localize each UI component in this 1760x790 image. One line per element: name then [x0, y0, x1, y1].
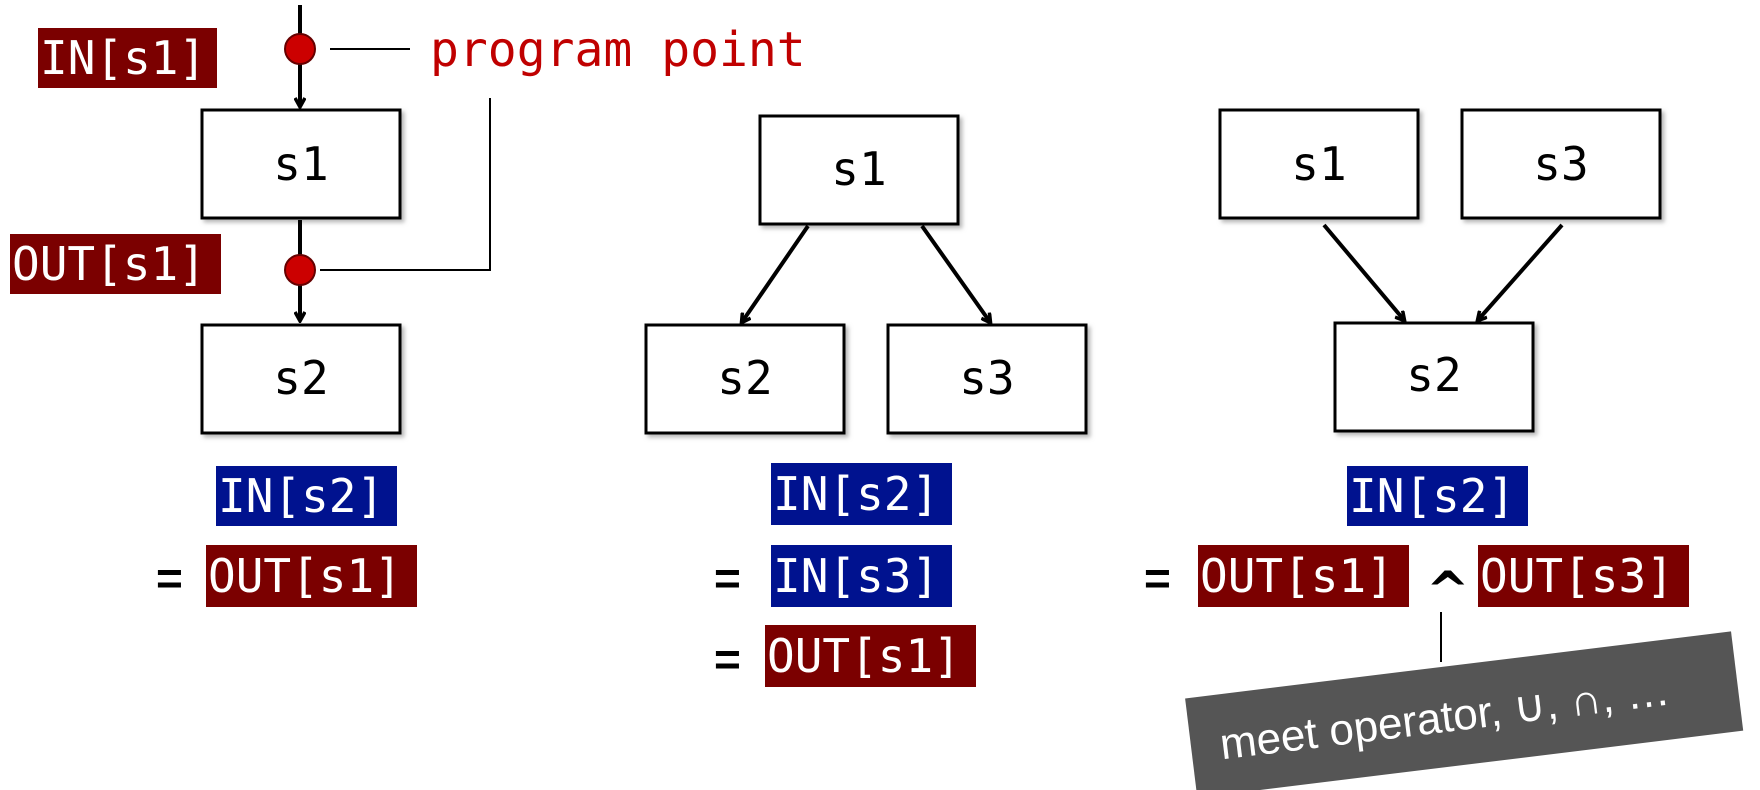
node-s2	[200, 323, 402, 435]
diagram-branch: s1 s2 s3 IN[s2] = IN[s3] = OUT[s1]	[644, 114, 1088, 687]
node-s1-branch-label: s1	[831, 142, 886, 196]
out-s1-label: OUT[s1]	[10, 234, 221, 294]
eq3-rhs-b: OUT[s3]	[1478, 545, 1689, 607]
svg-text:IN[s2]: IN[s2]	[218, 469, 384, 523]
node-s3-merge	[1460, 108, 1662, 220]
program-point-dot-1	[284, 33, 316, 65]
svg-text:IN[s3]: IN[s3]	[773, 549, 939, 603]
svg-text:IN[s2]: IN[s2]	[1349, 469, 1515, 523]
node-s2-label: s2	[273, 351, 328, 405]
svg-text:OUT[s1]: OUT[s1]	[208, 549, 402, 603]
edge-s1-s2-branch	[742, 224, 810, 322]
eq2-lhs: IN[s2]	[771, 463, 952, 525]
svg-text:OUT[s1]: OUT[s1]	[1200, 549, 1394, 603]
eq3-rhs-a: OUT[s1]	[1198, 545, 1409, 607]
eq1-sign: =	[156, 552, 183, 604]
node-s1	[200, 108, 402, 220]
edge-s3-s2-merge	[1478, 223, 1564, 320]
node-s3-merge-label: s3	[1533, 137, 1588, 191]
node-s1-merge	[1218, 108, 1420, 220]
meet-note-box: meet operator, ∪, ∩, …	[1185, 631, 1744, 790]
program-point-label: program point	[430, 22, 806, 78]
edge-s1-s2-merge	[1322, 223, 1404, 320]
in-s1-label: IN[s1]	[38, 28, 217, 88]
svg-text:IN[s1]: IN[s1]	[40, 31, 206, 85]
svg-text:OUT[s1]: OUT[s1]	[12, 237, 206, 291]
diagram-sequential: program point IN[s1] s1 OUT[s1] s2 IN[s2…	[10, 5, 806, 607]
meet-symbol: ^	[1426, 561, 1470, 621]
node-s1-label: s1	[273, 137, 328, 191]
eq2-rhs2: OUT[s1]	[765, 625, 976, 687]
eq2-sign1: =	[714, 552, 741, 604]
node-s2-merge	[1333, 321, 1535, 433]
eq3-lhs: IN[s2]	[1347, 466, 1528, 526]
eq3-sign: =	[1144, 552, 1171, 604]
program-point-dot-2	[284, 254, 316, 286]
diagram-merge: s1 s3 s2 IN[s2] = OUT[s1] ^ OUT[s3] meet…	[1144, 108, 1744, 790]
eq1-rhs: OUT[s1]	[206, 545, 417, 607]
node-s2-branch	[644, 323, 846, 435]
svg-text:OUT[s3]: OUT[s3]	[1480, 549, 1674, 603]
node-s3-branch-label: s3	[959, 351, 1014, 405]
node-s2-merge-label: s2	[1406, 348, 1461, 402]
node-s1-merge-label: s1	[1291, 137, 1346, 191]
eq2-sign2: =	[714, 633, 741, 685]
edge-s1-s3-branch	[920, 224, 990, 322]
node-s3-branch	[886, 323, 1088, 435]
eq2-rhs1: IN[s3]	[771, 545, 952, 607]
program-point-connector-2	[320, 98, 491, 271]
node-s2-branch-label: s2	[717, 351, 772, 405]
node-s1-branch	[758, 114, 960, 226]
svg-text:IN[s2]: IN[s2]	[773, 467, 939, 521]
eq1-lhs: IN[s2]	[216, 466, 397, 526]
svg-text:OUT[s1]: OUT[s1]	[767, 629, 961, 683]
